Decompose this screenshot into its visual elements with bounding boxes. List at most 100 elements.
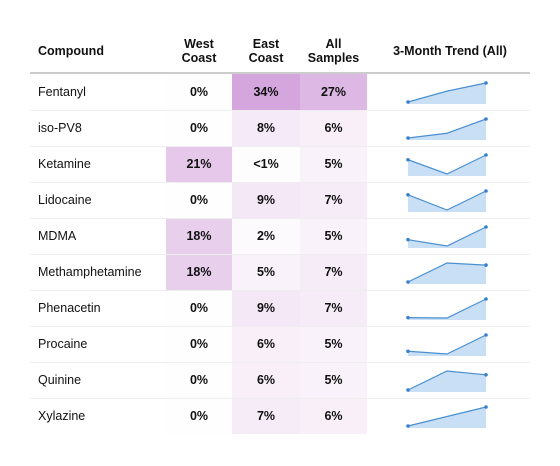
sparkline-dot <box>484 405 488 409</box>
sparkline-area <box>408 335 486 356</box>
row-rule <box>30 254 530 255</box>
percent-cell: 6% <box>300 398 367 434</box>
sparkline-line <box>407 406 487 427</box>
sparkline-dot <box>406 424 410 428</box>
sparkline <box>406 153 488 176</box>
percent-cell: 0% <box>189 85 209 99</box>
column-header: Compound <box>38 44 104 58</box>
percent-cell: <1% <box>232 146 300 182</box>
sparkline-area <box>408 119 486 140</box>
sparkline-line <box>407 226 487 247</box>
percent-cell: 5% <box>232 254 300 290</box>
sparkline-line <box>407 82 487 103</box>
sparkline <box>406 262 488 284</box>
row-rule <box>30 110 530 111</box>
sparkline-dot <box>484 263 488 267</box>
percent-cell: 34% <box>232 74 300 110</box>
sparkline-line <box>407 334 487 355</box>
row-rule <box>30 362 530 363</box>
sparkline-dot <box>484 373 488 377</box>
sparkline <box>406 297 488 320</box>
sparkline <box>406 189 488 212</box>
percent-cell: 0% <box>189 373 209 387</box>
percent-cell: 0% <box>189 193 209 207</box>
percent-cell: 6% <box>232 326 300 362</box>
sparkline-area <box>408 371 486 392</box>
percent-cell: 0% <box>189 409 209 423</box>
sparkline-line <box>407 190 487 211</box>
row-rule <box>30 182 530 183</box>
sparkline-dot <box>484 225 488 229</box>
sparkline-area <box>408 299 486 320</box>
percent-cell: 7% <box>300 254 367 290</box>
sparkline-dot <box>406 315 410 320</box>
sparkline-dot <box>406 136 410 140</box>
percent-cell: 7% <box>300 290 367 326</box>
compound-name: Xylazine <box>38 409 86 423</box>
compound-name: Ketamine <box>38 157 91 171</box>
sparkline <box>406 225 488 248</box>
sparkline-dot <box>484 297 488 301</box>
percent-cell: 7% <box>300 182 367 218</box>
sparkline <box>406 81 488 104</box>
sparkline-line <box>407 370 487 391</box>
percent-cell: 8% <box>232 110 300 146</box>
percent-cell: 27% <box>300 74 367 110</box>
sparkline-area <box>408 191 486 212</box>
sparkline-dot <box>406 100 410 104</box>
row-rule <box>30 398 530 399</box>
sparkline-area <box>408 155 486 176</box>
percent-cell: 18% <box>166 254 232 290</box>
compound-name: iso-PV8 <box>38 121 82 135</box>
percent-cell: 7% <box>232 398 300 434</box>
percent-cell: 5% <box>300 326 367 362</box>
sparkline-dot <box>406 280 410 284</box>
percent-cell: 5% <box>300 218 367 254</box>
sparkline-dot <box>406 237 410 242</box>
compound-name: MDMA <box>38 229 77 243</box>
sparkline-dot <box>484 117 488 121</box>
column-header: East Coast <box>248 37 284 65</box>
row-rule <box>30 218 530 219</box>
column-header: West Coast <box>181 37 217 65</box>
sparkline-dot <box>406 349 410 354</box>
sparkline-dot <box>484 81 488 85</box>
compound-name: Quinine <box>38 373 82 387</box>
percent-cell: 9% <box>232 290 300 326</box>
sparkline-dot <box>406 388 410 392</box>
sparkline-line <box>407 118 487 139</box>
percent-cell: 0% <box>189 337 209 351</box>
percent-cell: 21% <box>166 146 232 182</box>
compound-name: Procaine <box>38 337 88 351</box>
sparkline-line <box>407 298 487 319</box>
percent-cell: 0% <box>189 121 209 135</box>
percent-cell: 18% <box>166 218 232 254</box>
sparkline-dot <box>406 193 410 197</box>
percent-cell: 2% <box>232 218 300 254</box>
percent-cell: 9% <box>232 182 300 218</box>
compound-name: Fentanyl <box>38 85 86 99</box>
sparkline-area <box>408 83 486 104</box>
header-rule <box>30 72 530 74</box>
percent-cell: 6% <box>300 110 367 146</box>
sparkline-line <box>407 262 487 283</box>
sparkline <box>406 405 488 428</box>
sparkline <box>406 333 488 356</box>
sparkline-line <box>407 154 487 175</box>
row-rule <box>30 326 530 327</box>
sparkline-dot <box>406 157 410 162</box>
sparkline <box>406 117 488 140</box>
column-header: All Samples <box>307 37 360 65</box>
compound-name: Phenacetin <box>38 301 101 315</box>
sparkline-area <box>408 263 486 284</box>
column-header: 3-Month Trend (All) <box>393 44 507 58</box>
row-rule <box>30 146 530 147</box>
sparkline-dot <box>484 189 488 193</box>
compound-name: Methamphetamine <box>38 265 142 279</box>
percent-cell: 5% <box>300 146 367 182</box>
row-rule <box>30 290 530 291</box>
compound-name: Lidocaine <box>38 193 92 207</box>
sparkline-dot <box>484 333 488 337</box>
sparkline-dot <box>484 153 488 157</box>
